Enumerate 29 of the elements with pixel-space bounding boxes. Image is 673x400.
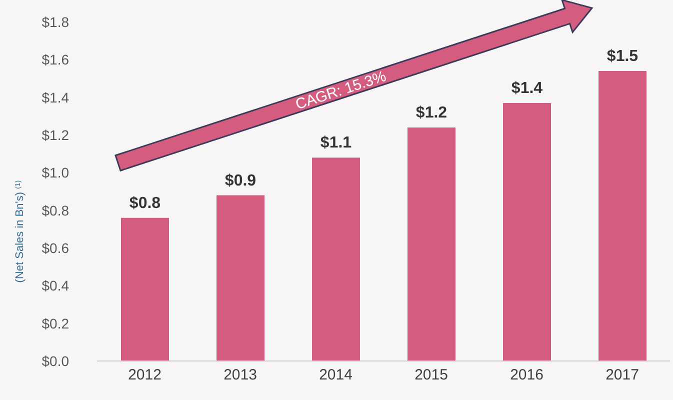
x-tick-label: 2012	[128, 366, 162, 384]
annotation: CAGR: 15.3%	[294, 68, 388, 114]
x-tick-label: 2014	[319, 366, 352, 384]
y-tick-label: $0.2	[42, 315, 70, 332]
y-tick-label: $0.4	[42, 278, 70, 294]
bar	[312, 158, 360, 361]
bar	[121, 218, 169, 361]
bar	[408, 127, 456, 361]
data-label: $1.2	[416, 104, 448, 122]
y-tick-label: $1.6	[42, 52, 70, 68]
x-tick-label: 2016	[510, 366, 544, 384]
data-label: $1.4	[511, 80, 543, 97]
bar	[503, 102, 551, 361]
x-tick-label: 2013	[224, 366, 257, 384]
data-label: $0.8	[129, 194, 161, 212]
y-tick-label: $0.8	[42, 202, 70, 218]
data-label: $0.9	[224, 172, 256, 190]
x-tick-label: 2015	[414, 366, 448, 384]
y-tick-label: $0.0	[42, 352, 70, 369]
data-label: $1.5	[606, 48, 638, 65]
y-tick-label: $0.6	[42, 240, 70, 256]
x-tick-label: 2017	[606, 366, 639, 384]
y-tick-label: $1.0	[42, 164, 70, 181]
bar	[598, 70, 646, 361]
data-label: $1.1	[320, 134, 352, 152]
y-tick-label: $1.8	[42, 14, 70, 30]
y-tick-label: $1.2	[42, 126, 70, 143]
y-tick-label: $1.4	[42, 89, 70, 106]
bar	[216, 195, 264, 361]
